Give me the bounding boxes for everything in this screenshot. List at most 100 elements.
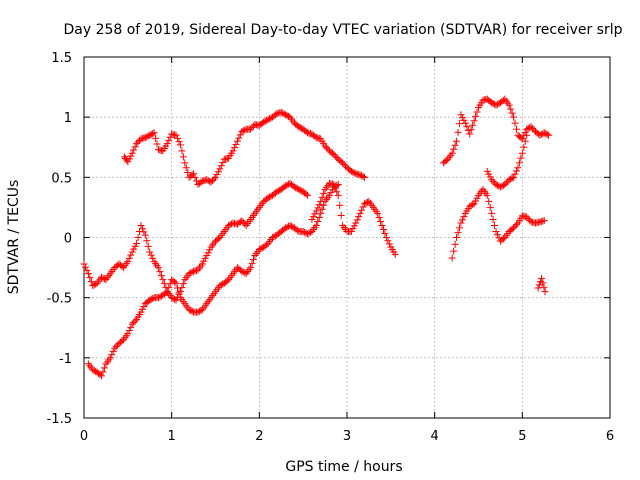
data-point	[314, 204, 322, 212]
data-point	[83, 266, 91, 274]
data-point	[179, 153, 187, 161]
data-point	[149, 130, 157, 138]
data-point	[534, 284, 542, 292]
data-point	[523, 213, 531, 221]
data-point	[535, 281, 543, 289]
data-point	[451, 141, 459, 149]
data-point	[453, 137, 461, 145]
data-point	[361, 200, 369, 208]
data-point	[287, 222, 295, 230]
data-point	[100, 275, 108, 283]
data-point	[174, 284, 182, 292]
data-point	[467, 201, 475, 209]
data-point	[175, 289, 183, 297]
data-point	[296, 186, 304, 194]
data-point	[320, 189, 328, 197]
data-point	[317, 209, 325, 217]
data-point	[331, 182, 339, 190]
data-point	[90, 367, 98, 375]
data-point	[283, 223, 291, 231]
data-point	[277, 108, 285, 116]
data-point	[86, 274, 94, 282]
data-point	[133, 240, 141, 248]
data-point	[214, 235, 222, 243]
data-point	[264, 116, 272, 124]
data-point	[505, 176, 513, 184]
data-point	[106, 354, 114, 362]
data-point	[458, 216, 466, 224]
data-point	[508, 109, 516, 117]
data-point	[461, 119, 469, 127]
data-point	[175, 138, 183, 146]
data-point	[296, 124, 304, 132]
data-point	[127, 251, 135, 259]
data-point	[315, 213, 323, 221]
data-point	[150, 129, 158, 137]
data-point	[536, 131, 544, 139]
data-point	[223, 277, 231, 285]
data-point	[333, 188, 341, 196]
chart-title: Day 258 of 2019, Sidereal Day-to-day VTE…	[63, 22, 622, 38]
data-point	[194, 308, 202, 316]
data-point	[127, 323, 135, 331]
data-point	[456, 120, 464, 128]
data-point	[210, 175, 218, 183]
data-point	[80, 260, 88, 268]
data-point	[130, 146, 138, 154]
data-point	[312, 221, 320, 229]
data-point	[84, 270, 92, 278]
data-point	[450, 247, 458, 255]
x-tick-label: 2	[255, 429, 263, 444]
data-point	[125, 254, 133, 262]
data-point	[159, 276, 167, 284]
data-point	[157, 272, 165, 280]
data-point	[358, 172, 366, 180]
data-point	[176, 288, 184, 296]
data-point	[541, 288, 549, 296]
data-point	[197, 178, 205, 186]
data-point	[363, 198, 371, 206]
data-point	[144, 242, 152, 250]
data-point	[263, 241, 271, 249]
data-point	[470, 117, 478, 125]
data-point	[238, 217, 246, 225]
data-point	[165, 284, 173, 292]
data-point	[511, 170, 519, 178]
data-point	[361, 173, 369, 181]
data-point	[128, 149, 136, 157]
data-point	[540, 129, 548, 137]
data-point	[353, 216, 361, 224]
data-point	[111, 344, 119, 352]
x-tick-label: 5	[518, 429, 526, 444]
data-point	[156, 268, 164, 276]
y-tick-labels: -1.5 -1 -0.5 0 0.5 1 1.5	[47, 51, 72, 427]
data-point	[493, 181, 501, 189]
data-point	[280, 110, 288, 118]
data-point	[155, 264, 163, 272]
data-point	[517, 154, 525, 162]
y-tick-label: 1.5	[51, 51, 72, 66]
y-tick-label: 1	[64, 111, 72, 126]
data-point	[523, 131, 531, 139]
y-tick-label: -1	[59, 352, 72, 367]
data-point	[162, 289, 170, 297]
data-point	[141, 134, 149, 142]
data-point	[323, 144, 331, 152]
data-point	[448, 254, 456, 262]
data-point	[144, 132, 152, 140]
data-point	[375, 213, 383, 221]
data-point	[169, 294, 177, 302]
data-point	[261, 117, 269, 125]
data-point	[540, 283, 548, 291]
data-point	[334, 181, 342, 189]
data-point	[230, 144, 238, 152]
data-point	[340, 160, 348, 168]
data-point	[172, 131, 180, 139]
data-point	[247, 264, 255, 272]
data-point	[321, 142, 329, 150]
x-axis-label: GPS time / hours	[285, 459, 402, 475]
data-point	[385, 240, 393, 248]
data-point	[282, 111, 290, 119]
data-point	[248, 260, 256, 268]
data-point	[485, 197, 493, 205]
